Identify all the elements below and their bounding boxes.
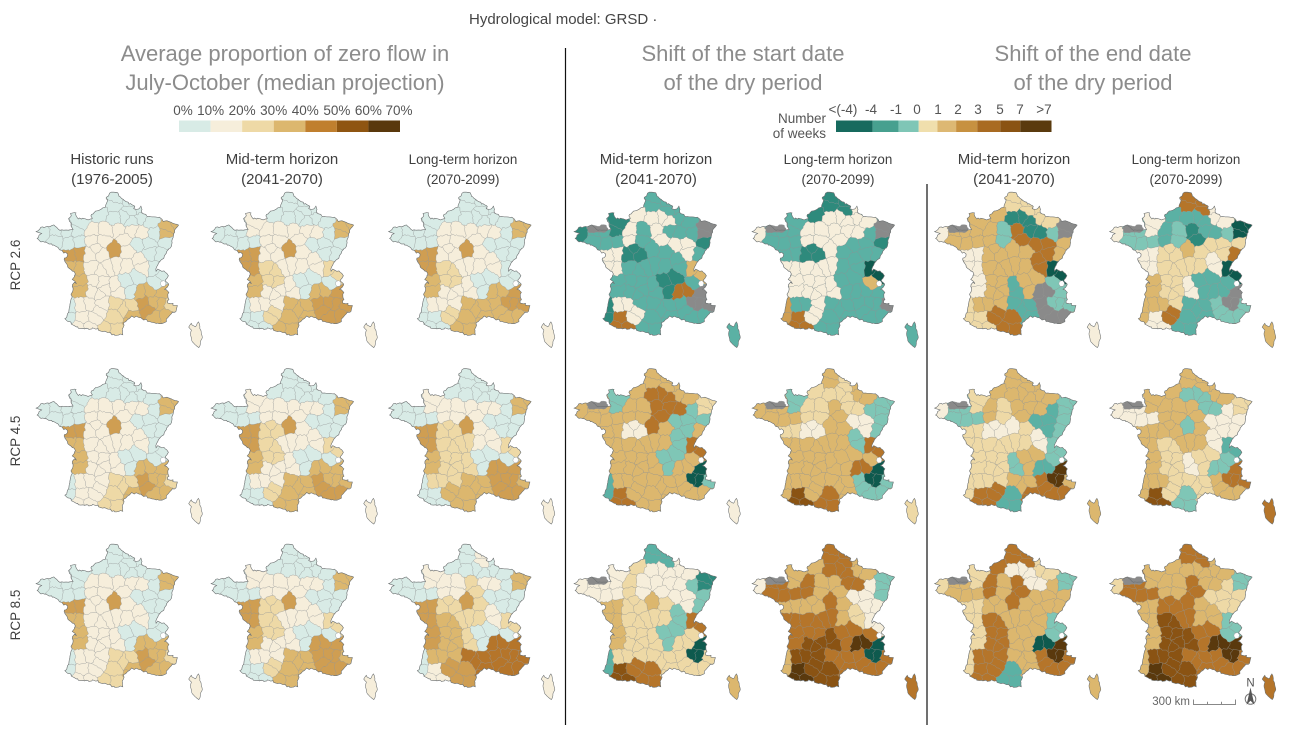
svg-text:20%: 20% (229, 103, 256, 118)
svg-text:RCP 2.6: RCP 2.6 (8, 240, 23, 291)
svg-text:Long-term horizon: Long-term horizon (409, 152, 518, 167)
svg-text:Number: Number (778, 111, 827, 126)
svg-text:-4: -4 (865, 102, 877, 117)
svg-text:3: 3 (974, 102, 982, 117)
svg-text:1: 1 (934, 102, 942, 117)
svg-text:(2041-2070): (2041-2070) (615, 171, 697, 188)
svg-text:50%: 50% (323, 103, 350, 118)
svg-text:Long-term horizon: Long-term horizon (1132, 152, 1241, 167)
svg-text:60%: 60% (355, 103, 382, 118)
svg-text:RCP 8.5: RCP 8.5 (8, 590, 23, 641)
svg-text:Shift of the start date: Shift of the start date (641, 41, 844, 66)
svg-text:<(-4): <(-4) (829, 102, 858, 117)
svg-text:2: 2 (954, 102, 962, 117)
svg-text:Mid-term horizon: Mid-term horizon (958, 151, 1071, 168)
svg-text:40%: 40% (292, 103, 319, 118)
svg-text:N: N (1246, 678, 1254, 690)
svg-text:0: 0 (913, 102, 921, 117)
svg-text:(2070-2099): (2070-2099) (802, 172, 875, 187)
svg-text:Shift of the end date: Shift of the end date (995, 41, 1192, 66)
svg-text:Long-term horizon: Long-term horizon (784, 152, 893, 167)
svg-text:>7: >7 (1036, 102, 1051, 117)
svg-text:70%: 70% (385, 103, 412, 118)
svg-text:10%: 10% (197, 103, 224, 118)
svg-text:Average proportion of zero flo: Average proportion of zero flow in (121, 41, 450, 66)
svg-text:(2041-2070): (2041-2070) (241, 171, 323, 188)
svg-text:5: 5 (996, 102, 1004, 117)
svg-text:of the dry period: of the dry period (664, 70, 823, 95)
svg-text:Mid-term horizon: Mid-term horizon (226, 151, 339, 168)
svg-text:(2070-2099): (2070-2099) (427, 172, 500, 187)
svg-text:0%: 0% (173, 103, 193, 118)
svg-text:(2070-2099): (2070-2099) (1150, 172, 1223, 187)
svg-text:(1976-2005): (1976-2005) (71, 171, 153, 188)
svg-text:300 km: 300 km (1152, 696, 1190, 708)
svg-text:Hydrological model: GRSD ·: Hydrological model: GRSD · (469, 11, 657, 28)
svg-text:of weeks: of weeks (773, 126, 827, 141)
svg-text:RCP 4.5: RCP 4.5 (8, 416, 23, 467)
svg-text:July-October (median projectio: July-October (median projection) (125, 70, 444, 95)
svg-text:-1: -1 (890, 102, 902, 117)
svg-text:Mid-term horizon: Mid-term horizon (600, 151, 713, 168)
svg-text:of the dry period: of the dry period (1014, 70, 1173, 95)
svg-text:30%: 30% (260, 103, 287, 118)
svg-text:7: 7 (1016, 102, 1024, 117)
svg-text:Historic runs: Historic runs (70, 151, 153, 168)
svg-text:(2041-2070): (2041-2070) (973, 171, 1055, 188)
